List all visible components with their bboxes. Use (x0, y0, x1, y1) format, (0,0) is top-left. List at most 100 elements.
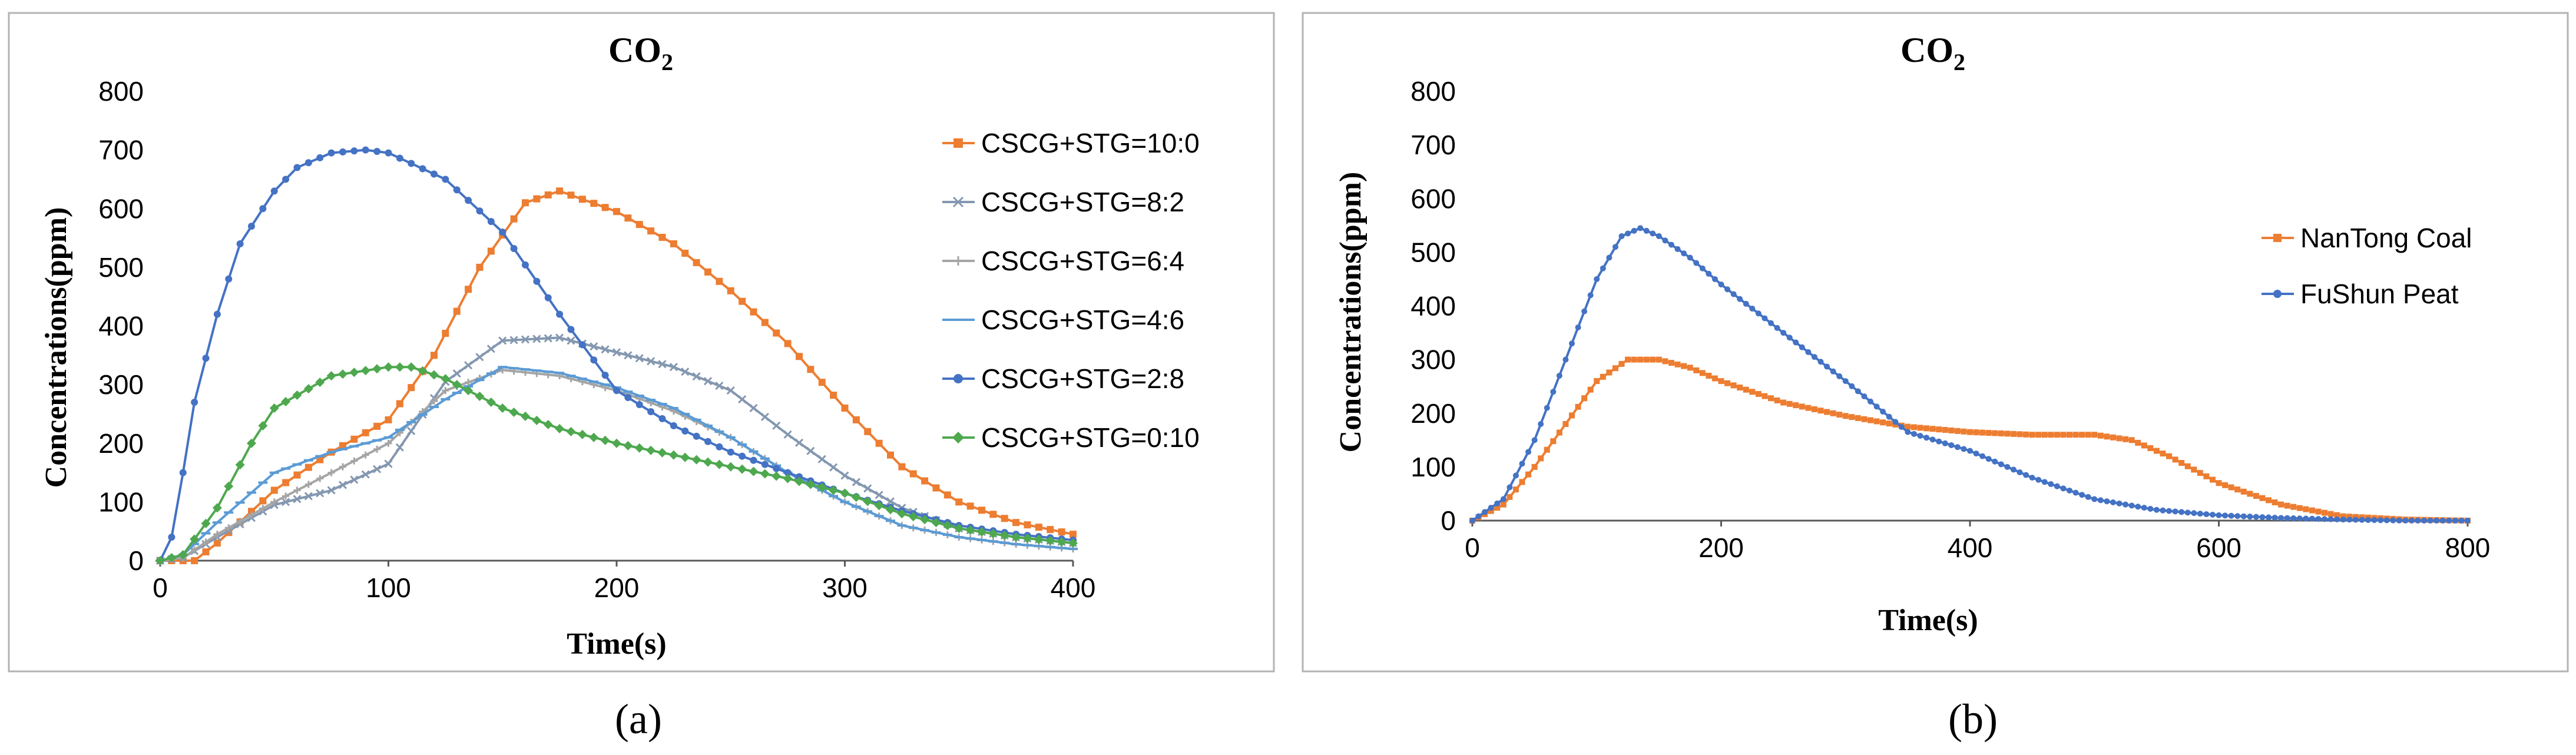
chart-b-series-0-point (2048, 432, 2054, 438)
chart-a-series-4-point (784, 469, 792, 476)
chart-a-series-0-point (955, 498, 963, 506)
chart-a-series-0-point (852, 416, 860, 423)
chart-a-series-4-point (613, 387, 620, 395)
chart-a-series-0-point (213, 539, 221, 547)
chart-b-series-1-point (1799, 344, 1805, 350)
chart-a-series-2-point (213, 531, 221, 538)
chart-b-series-1-point (2048, 481, 2054, 488)
chart-a-series-1-point (760, 412, 769, 421)
chart-a-series-5-point (566, 426, 576, 436)
chart-b-series-1-point (2359, 516, 2365, 523)
chart-a-series-2-point (282, 492, 290, 500)
chart-a-series-4-point (544, 294, 552, 302)
chart-b-series-1-point (1817, 359, 1824, 365)
chart-b-series-0-point (2147, 445, 2154, 451)
chart-b-y-tick-label: 300 (1410, 345, 1456, 375)
chart-a-series-5-point (600, 435, 610, 445)
chart-b-series-1-point (1711, 276, 1718, 282)
chart-a-series-4-point (168, 534, 176, 541)
chart-b-series-1-point (2197, 511, 2203, 517)
chart-a-series-0-point (259, 497, 267, 505)
chart-b-series-1-point (2035, 476, 2042, 483)
chart-b-series-0-point (1805, 405, 1812, 411)
chart-b-series-0-point (1519, 479, 1525, 485)
chart-b-series-1-point (2365, 516, 2371, 523)
chart-b-series-1-point (2322, 516, 2328, 522)
chart-a-series-5-point (668, 450, 678, 460)
chart-a-y-tick-label: 300 (98, 369, 144, 400)
chart-b-series-1-point (2446, 518, 2452, 524)
chart-a-series-1-point (817, 455, 826, 463)
chart-a-series-5-point (475, 392, 485, 402)
chart-a-series-0-point (465, 286, 472, 293)
chart-b-series-0-point (2153, 448, 2160, 454)
chart-a-series-0-point (544, 191, 552, 199)
chart-a-series-0-point (1070, 531, 1077, 538)
chart-a-series-5-point (931, 518, 941, 528)
chart-b-series-1-point (2091, 496, 2098, 502)
chart-b-series-0-point (2116, 435, 2123, 442)
chart-b-frame (1302, 12, 2569, 673)
chart-b-series-1-point (1475, 513, 1482, 519)
chart-a-series-0-point (784, 340, 792, 347)
chart-a-series-5-point (646, 445, 656, 455)
chart-a-series-1-point (738, 395, 747, 404)
chart-a-series-2-point (236, 518, 244, 525)
chart-b-y-tick-label: 800 (1410, 76, 1456, 107)
chart-b-series-1-point (1805, 349, 1812, 355)
chart-b-series-0-point (2172, 456, 2178, 463)
chart-b-series-1-point (1774, 324, 1780, 331)
chart-a-series-2-point (316, 475, 324, 482)
chart-b-series-1-point (1600, 265, 1606, 271)
chart-b-series-0-point (2135, 439, 2141, 446)
chart-b-series-0-point (2091, 432, 2098, 438)
chart-a-series-0-point (841, 404, 849, 412)
chart-b-series-1-point (2060, 485, 2067, 492)
chart-a-series-5-point (395, 362, 405, 372)
chart-b-legend-marker (2273, 290, 2282, 298)
chart-b-series-1-point (1544, 405, 1550, 411)
chart-a-legend-label: CSCG+STG=10:0 (981, 128, 1200, 158)
chart-a-series-2-point (225, 524, 233, 532)
chart-a-series-1-point (783, 430, 792, 439)
chart-a-series-4-point (487, 218, 495, 226)
chart-b-series-1-point (2010, 466, 2017, 473)
chart-a-series-1-point (293, 495, 302, 504)
chart-b-series-0-point (1631, 356, 1637, 363)
chart-b-series-1-point (1569, 340, 1575, 347)
chart-a-series-5-point (577, 429, 587, 439)
chart-b-series-0-point (1929, 426, 1936, 432)
chart-b-series-1-point (1973, 451, 1979, 457)
chart-a-series-5-point (794, 476, 804, 486)
chart-b-series-0-point (1693, 367, 1700, 373)
chart-b-series-1-point (2465, 518, 2471, 524)
chart-b-x-tick-label: 0 (1465, 532, 1480, 563)
chart-b-series-1-point (2160, 507, 2166, 514)
chart-b-series-1-point (1836, 373, 1843, 379)
chart-a-series-5-point (429, 370, 439, 380)
chart-b-series-1-point (2017, 469, 2023, 475)
chart-b-series-0-point (2166, 453, 2172, 459)
chart-a-series-0-point (761, 319, 769, 326)
chart-a-series-0-point (681, 249, 689, 257)
chart-b-series-0-point (1531, 463, 1538, 470)
chart-a-series-4-point (476, 207, 484, 215)
chart-b-series-1-point (2378, 517, 2384, 524)
chart-a-series-0-point (408, 384, 415, 392)
chart-b-title: CO2 (1900, 31, 1965, 75)
chart-b-series-0-point (1992, 430, 1998, 436)
chart-b-series-1-point (1936, 438, 1942, 445)
chart-b-series-1-point (2415, 518, 2421, 524)
chart-b-series-1-point (1886, 413, 1892, 420)
chart-a-series-4-point (179, 469, 187, 476)
chart-a-legend-label: CSCG+STG=2:8 (981, 363, 1184, 394)
chart-b-series-1-point (1880, 409, 1886, 415)
chart-a-series-4-point (465, 197, 472, 204)
chart-b-x-tick-label: 200 (1698, 532, 1744, 563)
chart-a-series-4-point (282, 175, 290, 183)
chart-a-series-1-point (703, 377, 713, 386)
chart-a-series-5-point (874, 501, 884, 511)
chart-a-series-0-point (453, 307, 461, 315)
chart-a-series-1-point (715, 382, 724, 390)
chart-b-series-0-point (2315, 508, 2322, 515)
